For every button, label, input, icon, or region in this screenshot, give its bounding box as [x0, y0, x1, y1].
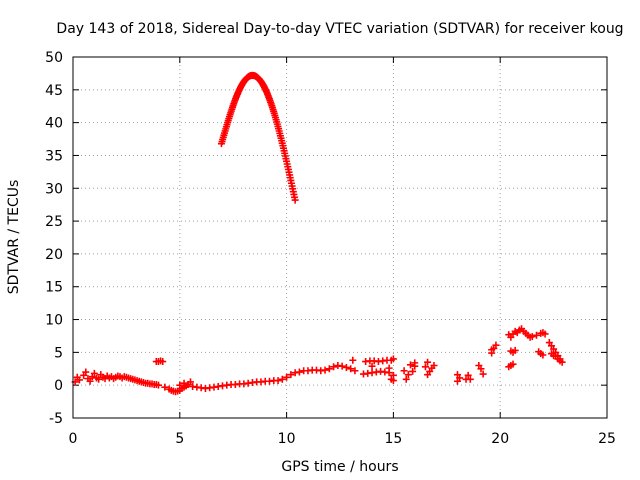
y-tick-label: 35	[45, 148, 63, 164]
data-point	[176, 381, 184, 389]
data-point	[274, 377, 282, 385]
data-point	[528, 333, 536, 341]
data-points	[71, 71, 566, 396]
x-axis-label: GPS time / hours	[281, 459, 398, 475]
data-point	[186, 378, 194, 386]
x-tick-label: 15	[384, 431, 402, 447]
data-point	[509, 360, 517, 368]
data-point	[430, 361, 438, 369]
y-tick-label: 15	[45, 280, 63, 296]
data-point	[409, 367, 417, 375]
data-point	[278, 375, 286, 383]
data-point	[349, 356, 357, 364]
data-point	[351, 367, 359, 375]
data-point	[406, 361, 414, 369]
data-point	[90, 369, 98, 377]
data-point	[321, 366, 329, 374]
data-point	[488, 346, 496, 354]
data-point	[295, 368, 303, 376]
y-tick-label: -5	[49, 411, 63, 427]
data-point	[86, 377, 94, 385]
y-axis-label: SDTVAR / TECUs	[6, 180, 22, 295]
y-tick-label: 45	[45, 83, 63, 99]
data-point	[385, 364, 393, 372]
data-point	[400, 367, 408, 375]
y-tick-label: 0	[54, 378, 63, 394]
y-tick-label: 40	[45, 116, 63, 132]
data-point	[466, 375, 474, 383]
data-point	[424, 358, 432, 366]
data-point	[347, 365, 355, 373]
data-point	[411, 359, 419, 367]
grid	[73, 57, 607, 418]
data-point	[159, 358, 167, 366]
axis-ticks	[72, 56, 608, 419]
data-point	[287, 371, 295, 379]
data-point	[541, 330, 549, 338]
x-tick-label: 5	[175, 431, 184, 447]
data-point	[75, 376, 83, 384]
y-tick-label: 20	[45, 247, 63, 263]
data-point	[330, 363, 338, 371]
data-point	[464, 371, 472, 379]
y-tick-label: 30	[45, 181, 63, 197]
data-point	[325, 365, 333, 373]
data-point	[556, 357, 564, 365]
data-point	[479, 370, 487, 378]
data-point	[342, 363, 350, 371]
y-tick-labels: -5 0 5 10 15 20 25 30 35 40 45 50	[45, 50, 63, 427]
y-tick-label: 5	[54, 345, 63, 361]
data-point	[180, 379, 188, 387]
data-point	[291, 196, 299, 204]
data-point	[492, 341, 500, 349]
y-tick-label: 50	[45, 50, 63, 66]
data-point	[421, 363, 429, 371]
data-point	[95, 375, 103, 383]
data-point	[404, 371, 412, 379]
data-point	[283, 373, 291, 381]
data-point	[533, 331, 541, 339]
chart-title: Day 143 of 2018, Sidereal Day-to-day VTE…	[56, 21, 623, 37]
data-point	[338, 362, 346, 370]
data-point	[511, 346, 519, 354]
data-point	[161, 383, 169, 391]
data-point	[402, 375, 410, 383]
data-point	[368, 362, 376, 370]
data-point	[154, 381, 162, 389]
data-point	[82, 368, 90, 376]
data-point	[453, 371, 461, 379]
data-point	[539, 351, 547, 359]
x-tick-label: 25	[598, 431, 616, 447]
x-tick-label: 0	[69, 431, 78, 447]
y-tick-label: 10	[45, 313, 63, 329]
data-point	[477, 365, 485, 373]
x-tick-label: 10	[278, 431, 296, 447]
data-point	[389, 377, 397, 385]
data-point	[389, 355, 397, 363]
x-tick-label: 20	[491, 431, 509, 447]
y-tick-label: 25	[45, 214, 63, 230]
plot-frame	[72, 56, 608, 419]
x-tick-labels: 0 5 10 15 20 25	[69, 431, 616, 447]
